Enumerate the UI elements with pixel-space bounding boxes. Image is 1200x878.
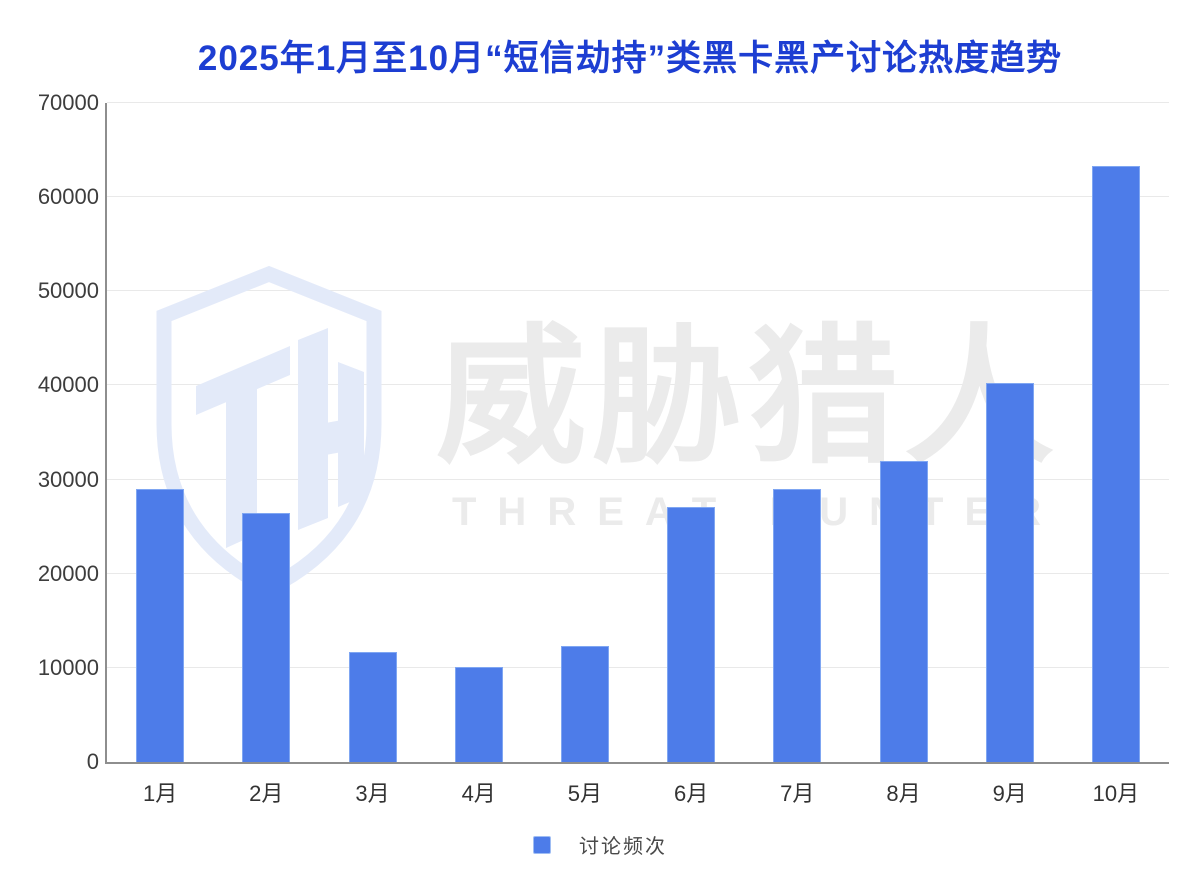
bar-1月: [136, 489, 185, 762]
watermark-cn-text: 威胁猎人: [436, 313, 1061, 481]
x-tick-label-1月: 1月: [142, 781, 178, 806]
bar-6月: [667, 506, 716, 762]
bar-3月: [348, 651, 397, 762]
gridline-60000: [107, 196, 1169, 198]
plot-area: [105, 102, 1169, 764]
y-tick-label-20000: 20000: [37, 560, 99, 586]
bar-4月: [454, 666, 503, 762]
x-tick-label-3月: 3月: [355, 781, 390, 806]
x-tick-label-8月: 8月: [886, 781, 921, 806]
gridline-30000: [107, 478, 1169, 480]
legend: 讨论频次: [0, 830, 1200, 859]
x-tick-label-2月: 2月: [249, 781, 284, 806]
gridline-50000: [107, 290, 1169, 292]
y-tick-label-10000: 10000: [37, 654, 99, 680]
y-tick-label-0: 0: [86, 749, 99, 774]
bar-5月: [560, 646, 609, 762]
y-tick-label-50000: 50000: [37, 278, 99, 304]
y-tick-label-40000: 40000: [37, 372, 99, 398]
gridline-40000: [107, 384, 1169, 386]
gridline-20000: [107, 572, 1169, 574]
legend-swatch: [533, 835, 551, 854]
watermark-en-text: THREAT HUNTER: [452, 490, 1063, 534]
x-tick-label-4月: 4月: [461, 781, 496, 806]
x-tick-label-6月: 6月: [673, 781, 709, 806]
legend-label: 讨论频次: [579, 836, 667, 858]
bar-8月: [879, 460, 928, 762]
chart-title: 2025年1月至10月“短信劫持”类黑卡黑产讨论热度趋势: [197, 39, 1063, 78]
y-tick-label-60000: 60000: [37, 184, 99, 210]
x-tick-label-9月: 9月: [992, 781, 1027, 806]
bar-10月: [1091, 166, 1140, 762]
bar-9月: [985, 382, 1034, 762]
x-tick-label-5月: 5月: [567, 781, 603, 806]
gridline-70000: [107, 102, 1169, 103]
y-tick-label-30000: 30000: [37, 466, 99, 492]
gridline-10000: [107, 666, 1169, 668]
bar-7月: [773, 489, 822, 762]
x-tick-label-10月: 10月: [1092, 781, 1140, 806]
x-tick-label-7月: 7月: [780, 781, 815, 806]
bar-2月: [242, 513, 291, 762]
y-tick-label-70000: 70000: [37, 90, 99, 115]
